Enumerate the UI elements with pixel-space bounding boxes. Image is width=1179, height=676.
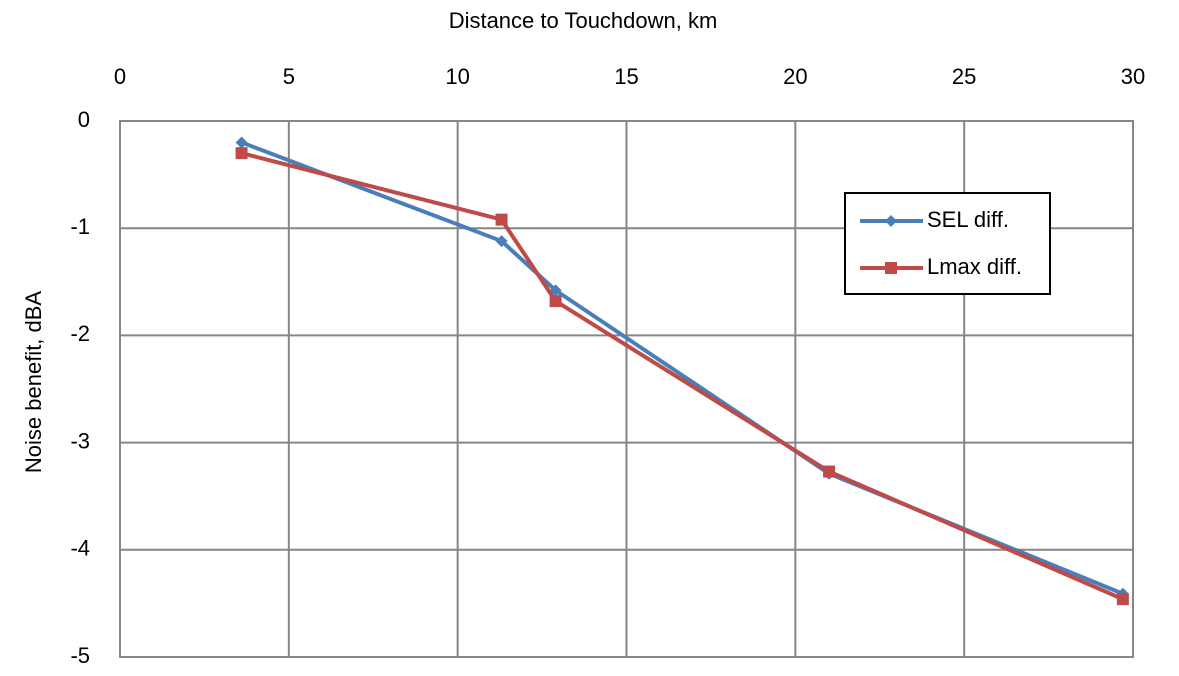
marker [549, 295, 562, 308]
y-tick-label: -5 [70, 643, 90, 668]
marker [495, 213, 508, 226]
y-tick-label: -1 [70, 214, 90, 239]
y-axis-title: Noise benefit, dBA [21, 291, 46, 474]
x-tick-label: 30 [1121, 64, 1145, 89]
y-tick-label: 0 [78, 107, 90, 132]
x-axis-title: Distance to Touchdown, km [449, 8, 718, 33]
y-tick-label: -3 [70, 428, 90, 453]
marker [1116, 593, 1129, 606]
x-tick-label: 20 [783, 64, 807, 89]
legend: SEL diff. Lmax diff. [844, 192, 1051, 295]
marker [885, 215, 897, 227]
marker [235, 147, 248, 160]
x-tick-label: 5 [283, 64, 295, 89]
x-tick-label: 0 [114, 64, 126, 89]
y-tick-label: -2 [70, 321, 90, 346]
plot-border [119, 120, 1134, 658]
marker [885, 262, 897, 274]
legend-label: Lmax diff. [927, 254, 1022, 279]
legend-box [844, 192, 1051, 295]
marker [495, 235, 508, 248]
marker [235, 136, 248, 149]
x-tick-label: 15 [614, 64, 638, 89]
x-tick-label: 25 [952, 64, 976, 89]
marker [823, 465, 836, 478]
y-tick-label: -4 [70, 536, 90, 561]
x-tick-label: 10 [445, 64, 469, 89]
legend-label: SEL diff. [927, 207, 1009, 232]
